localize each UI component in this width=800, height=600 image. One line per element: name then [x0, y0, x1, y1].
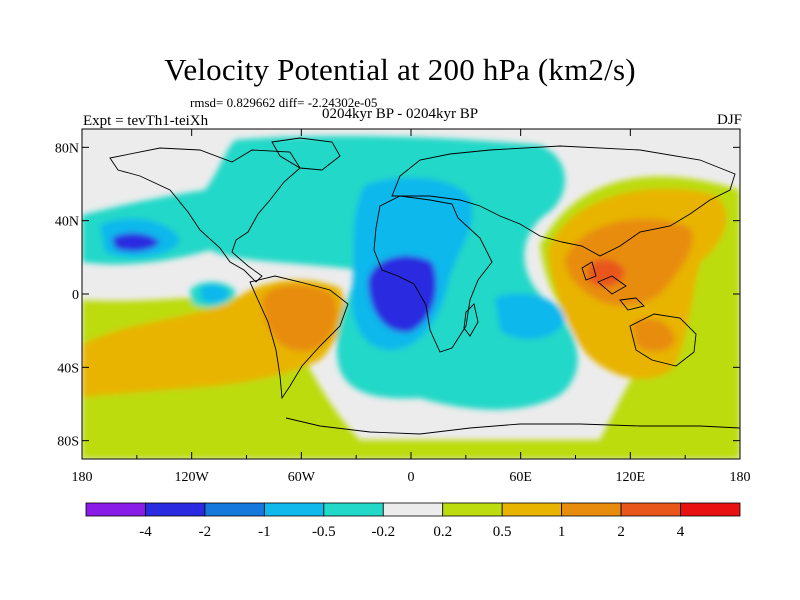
- contour-negative-moderate-indian-ocean: [495, 293, 565, 340]
- colorbar-label: -1: [258, 524, 271, 540]
- plot-title: Velocity Potential at 200 hPa (km2/s): [164, 52, 636, 87]
- colorbar-swatch: [145, 502, 206, 517]
- colorbar-label: -2: [199, 524, 212, 540]
- contour-negative-strong-gulf-of-guinea: [368, 255, 437, 333]
- stats-line: rmsd= 0.829662 diff= -2.24302e-05: [190, 95, 378, 110]
- colorbar-swatch: [442, 502, 503, 517]
- experiment-label: Expt = tevTh1-teiXh: [83, 113, 209, 129]
- contour-positive-strong-south-america: [262, 285, 338, 352]
- lon-tick-label: 0: [408, 470, 415, 485]
- coast-madagascar: [463, 303, 479, 337]
- colorbar-swatch: [204, 502, 265, 517]
- colorbar-swatch: [680, 502, 741, 517]
- colorbar-swatch: [620, 502, 681, 517]
- colorbar-label: -0.2: [371, 524, 395, 540]
- colorbar-swatch: [561, 502, 622, 517]
- colorbar-label: -4: [139, 524, 152, 540]
- colorbar-swatch: [263, 502, 325, 517]
- lon-tick-label: 120W: [175, 470, 210, 485]
- colorbar-label: 1: [558, 524, 566, 540]
- coast-eurasia: [391, 145, 736, 257]
- coast-maritime-continent: [581, 261, 645, 311]
- map-panel: [82, 129, 740, 459]
- season-label: DJF: [716, 112, 742, 128]
- lat-tick-label: 40S: [57, 361, 79, 376]
- colorbar-label: -0.5: [312, 524, 336, 540]
- coast-antarctica: [285, 417, 740, 435]
- coast-africa: [373, 195, 493, 353]
- coast-south-america: [249, 275, 349, 400]
- lon-tick-label: 60W: [288, 470, 316, 485]
- lat-tick-label: 40N: [55, 215, 79, 230]
- coast-australia: [629, 313, 697, 367]
- coastlines: [109, 137, 740, 435]
- colorbar-swatch: [501, 502, 563, 517]
- colorbar-label: 0.2: [433, 524, 452, 540]
- contour-fill: [82, 135, 740, 459]
- lon-tick-label: 180: [730, 470, 751, 485]
- colorbar-swatch: [85, 502, 146, 517]
- lon-tick-label: 120E: [616, 470, 646, 485]
- lat-tick-label: 80S: [57, 435, 79, 450]
- contour-positive-strong-australia: [632, 318, 675, 352]
- colorbar: -4 -2 -1 -0.5 -0.2 0.2 0.5 1 2 4: [85, 502, 741, 540]
- coast-greenland: [271, 137, 341, 171]
- colorbar-label: 0.5: [493, 524, 512, 540]
- lon-tick-label: 180: [72, 470, 93, 485]
- lat-tick-label: 80N: [55, 141, 79, 156]
- lat-tick-label: 0: [72, 288, 79, 303]
- longitude-axis: 180 120W 60W 0 60E 120E 180: [72, 129, 751, 485]
- contour-negative-strong-north-pacific: [112, 233, 160, 252]
- lon-tick-label: 60E: [509, 470, 532, 485]
- latitude-axis: 80N 40N 0 40S 80S: [55, 141, 740, 450]
- contour-positive-max-indonesia: [588, 259, 625, 287]
- coast-north-america: [109, 147, 301, 283]
- colorbar-label: 2: [617, 524, 625, 540]
- period-label: 0204kyr BP - 0204kyr BP: [322, 106, 479, 122]
- contour-negative-moderate-pacific-spot: [200, 284, 230, 303]
- colorbar-label: 4: [677, 524, 685, 540]
- colorbar-swatch: [323, 502, 384, 517]
- colorbar-swatch: [382, 502, 444, 517]
